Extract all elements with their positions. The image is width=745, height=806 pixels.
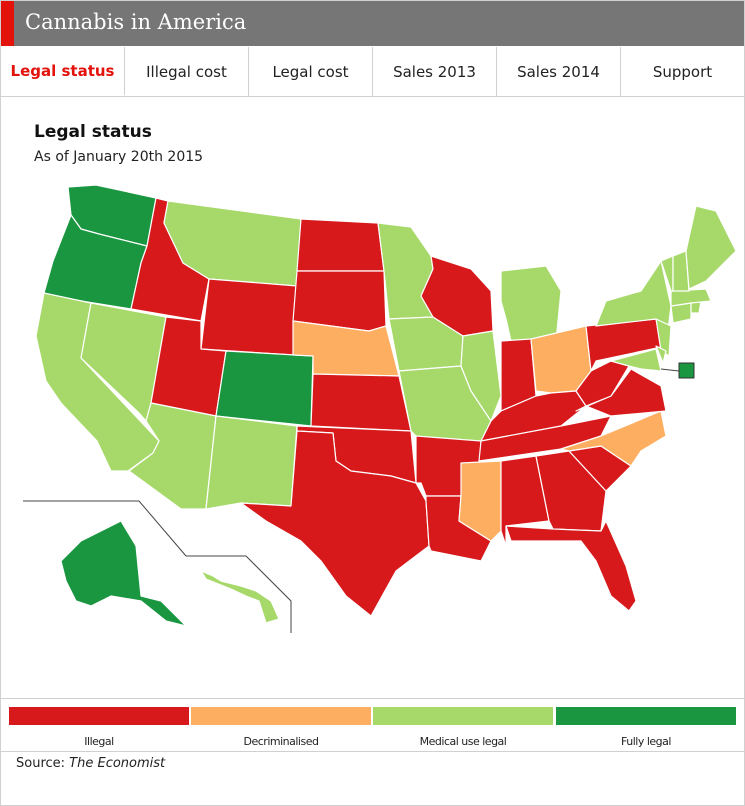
state-nm <box>205 415 298 510</box>
legend-swatch-decriminalised <box>191 707 371 725</box>
state-ak <box>60 520 187 627</box>
state-wy <box>200 278 298 356</box>
title-bar: Cannabis in America <box>1 1 744 46</box>
source-prefix: Source: <box>16 756 70 771</box>
legend-item-medical: Medical use legal <box>373 707 553 748</box>
legend-label-illegal: Illegal <box>84 735 114 748</box>
state-nd <box>296 218 385 272</box>
tab-sales-2013[interactable]: Sales 2013 <box>373 47 497 96</box>
state-hi <box>200 570 280 624</box>
legend-swatch-illegal <box>9 707 189 725</box>
alaska-inset-border <box>23 500 187 557</box>
state-tx <box>240 430 430 617</box>
source-note: Source: The Economist <box>16 756 165 771</box>
tab-support[interactable]: Support <box>652 62 713 81</box>
state-nj <box>655 318 672 357</box>
tab-legal-status[interactable]: Legal status <box>1 47 125 96</box>
state-mi <box>500 265 562 342</box>
state-ma <box>670 288 712 307</box>
legend-label-medical: Medical use legal <box>419 735 507 748</box>
state-nh <box>672 250 690 292</box>
legend-swatch-medical <box>373 707 553 725</box>
legend-label-legal: Fully legal <box>621 735 671 748</box>
page-title: Cannabis in America <box>25 10 247 34</box>
tab-legal-cost[interactable]: Legal cost <box>249 47 373 96</box>
state-md <box>610 348 662 372</box>
legend-item-legal: Fully legal <box>556 707 736 748</box>
tab-bar: Legal status Illegal cost Legal cost Sal… <box>1 47 744 97</box>
legend-item-illegal: Illegal <box>9 707 189 748</box>
us-map <box>23 184 737 633</box>
legend-swatch-legal <box>556 707 736 725</box>
state-ks <box>310 373 412 432</box>
title-accent <box>1 1 14 46</box>
legend-item-decriminalised: Decriminalised <box>191 707 371 748</box>
state-nc <box>560 410 667 467</box>
tab-sales-2014[interactable]: Sales 2014 <box>497 47 621 96</box>
chart-title: Legal status <box>34 122 152 142</box>
state-sd <box>292 270 387 332</box>
tab-illegal-cost[interactable]: Illegal cost <box>125 47 249 96</box>
chart-subtitle: As of January 20th 2015 <box>34 149 204 165</box>
state-co <box>215 350 314 427</box>
legend-label-decriminalised: Decriminalised <box>243 735 319 748</box>
legend: Illegal Decriminalised Medical use legal… <box>1 698 744 752</box>
state-mn <box>377 222 434 320</box>
source-name: The Economist <box>69 756 166 771</box>
state-fl <box>505 520 637 612</box>
state-de <box>655 345 667 364</box>
state-me <box>685 205 737 290</box>
dc-leader-line <box>660 368 680 372</box>
hawaii-inset-border <box>186 555 292 633</box>
state-dc <box>678 362 695 379</box>
